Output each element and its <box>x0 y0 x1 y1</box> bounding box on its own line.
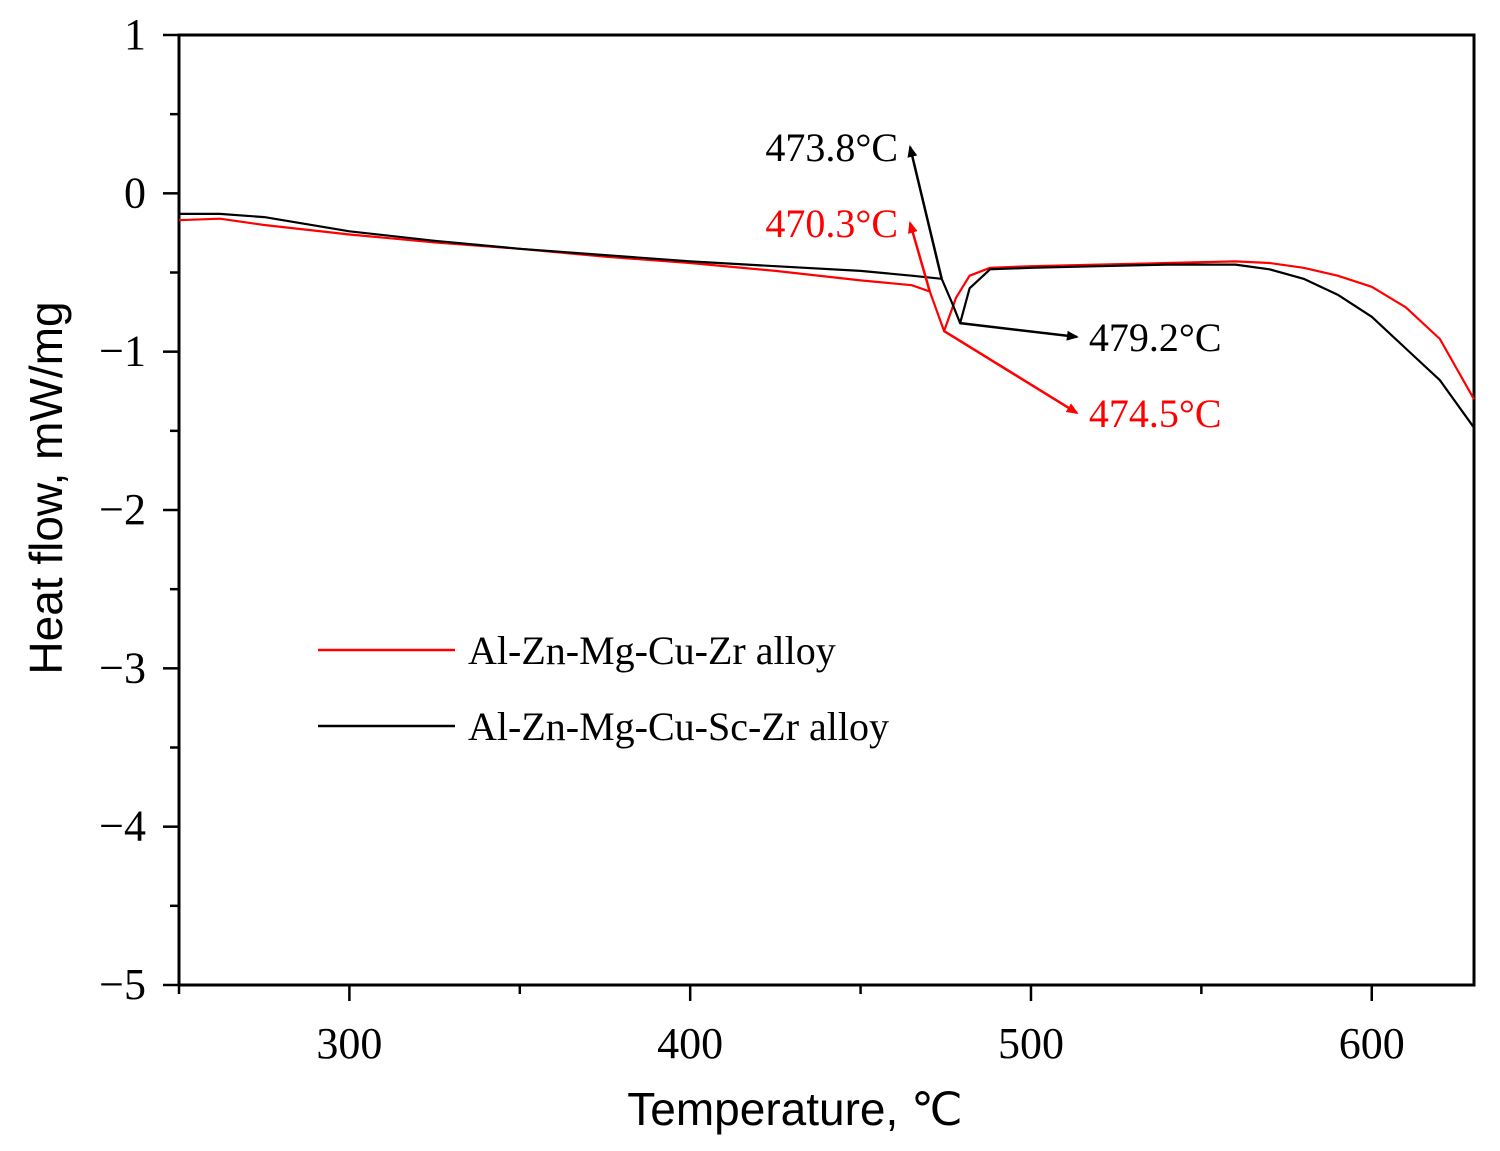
plot-frame <box>177 33 1476 987</box>
annotation-arrow-1 <box>908 220 931 292</box>
tick-labels: 300 400 500 600 1 0 −1 −2 −3 −4 −5 <box>99 10 1405 1068</box>
x-tick-label-400: 400 <box>657 1019 723 1068</box>
x-tick-label-500: 500 <box>998 1019 1064 1068</box>
annotation-arrow-2 <box>959 321 1079 341</box>
annotation-label-0: 473.8°C <box>765 125 898 170</box>
legend-label-zr: Al-Zn-Mg-Cu-Zr alloy <box>468 628 836 673</box>
axis-ticks <box>163 33 1374 1001</box>
annotation-label-2: 479.2°C <box>1089 315 1222 360</box>
annotation-arrow-0 <box>907 144 943 280</box>
x-axis-title-text: Temperature, ℃ <box>627 1083 962 1135</box>
y-tick-label-1: 1 <box>124 10 146 59</box>
series-line-sc-zr <box>179 212 1475 429</box>
y-tick-label-m1: −1 <box>99 327 146 376</box>
annotation-label-1: 470.3°C <box>765 201 898 246</box>
y-axis-title: Heat flow, mW/mg <box>20 301 72 674</box>
x-axis-title: Temperature, ℃ <box>627 1083 962 1135</box>
y-tick-label-0: 0 <box>124 168 146 217</box>
y-tick-label-m3: −3 <box>99 643 146 692</box>
annotation-layer: 473.8°C 470.3°C 479.2°C 474.5°C <box>765 125 1221 436</box>
series-layer <box>178 212 1475 429</box>
y-tick-label-m5: −5 <box>99 960 146 1009</box>
x-tick-label-600: 600 <box>1339 1019 1405 1068</box>
annotation-label-3: 474.5°C <box>1089 391 1222 436</box>
legend-label-sc-zr: Al-Zn-Mg-Cu-Sc-Zr alloy <box>468 704 889 749</box>
legend: Al-Zn-Mg-Cu-Zr alloy Al-Zn-Mg-Cu-Sc-Zr a… <box>318 628 889 749</box>
y-tick-label-m4: −4 <box>99 802 146 851</box>
y-tick-label-m2: −2 <box>99 485 146 534</box>
x-tick-label-300: 300 <box>316 1019 382 1068</box>
annotation-arrow-3 <box>943 330 1079 414</box>
